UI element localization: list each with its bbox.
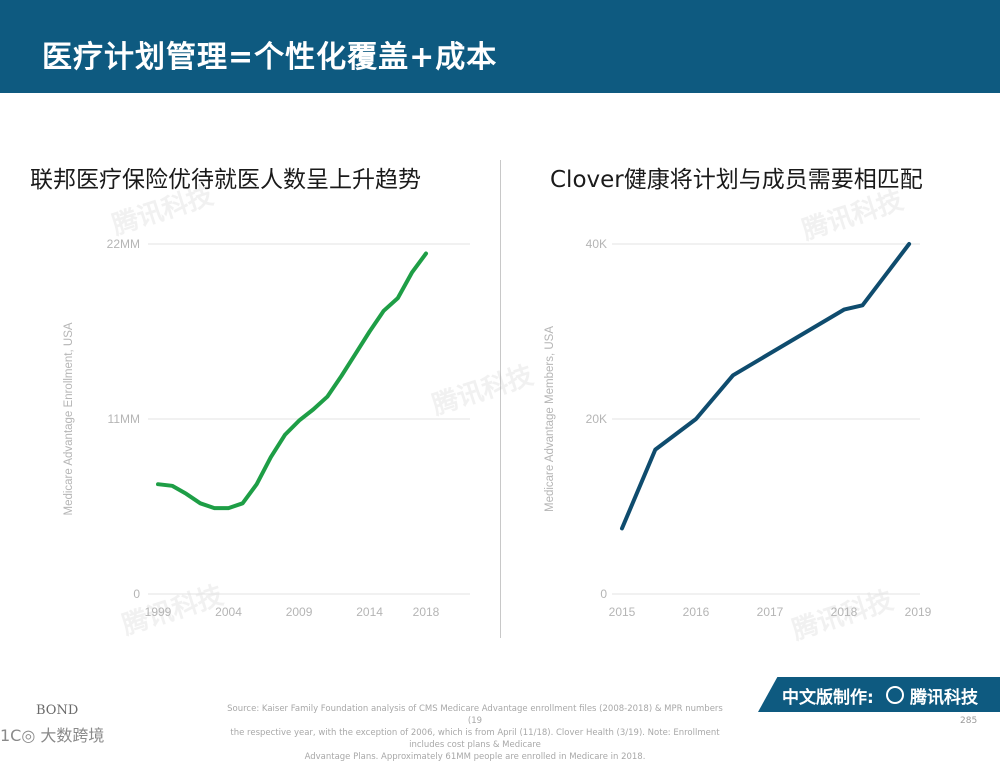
x-tick-label: 1999 [145,605,172,619]
y-tick-label: 20K [586,412,607,426]
source-line-1: Source: Kaiser Family Foundation analysi… [225,703,725,727]
bond-logo: BOND [36,703,78,718]
x-tick-label: 2018 [413,605,440,619]
x-tick-label: 2017 [757,605,784,619]
source-line-3: Advantage Plans. Approximately 61MM peop… [225,751,725,763]
y-axis-title: Medicare Advantage Enrollment, USA [63,322,75,515]
credit-badge-label: 中文版制作: [782,683,874,708]
series-line [622,244,909,528]
credit-badge-brand: 腾讯科技 [910,683,978,708]
y-tick-label: 11MM [108,412,140,426]
page-number: 285 [960,716,977,726]
series-line [158,254,426,509]
x-tick-label: 2015 [609,605,636,619]
x-tick-label: 2014 [356,605,383,619]
bottom-watermark: 1C◎ 大数跨境 [0,722,104,746]
x-tick-label: 2016 [683,605,710,619]
x-tick-label: 2019 [905,605,932,619]
x-tick-label: 2004 [215,605,242,619]
y-tick-label: 0 [600,587,607,601]
x-tick-label: 2018 [831,605,858,619]
y-tick-label: 22MM [107,237,140,251]
tencent-logo-icon [886,686,904,704]
source-line-2: the respective year, with the exception … [225,727,725,751]
y-tick-label: 0 [133,587,140,601]
y-tick-label: 40K [586,237,607,251]
x-tick-label: 2009 [286,605,313,619]
y-axis-title: Medicare Advantage Members, USA [544,326,556,512]
source-note: Source: Kaiser Family Foundation analysi… [225,703,725,763]
